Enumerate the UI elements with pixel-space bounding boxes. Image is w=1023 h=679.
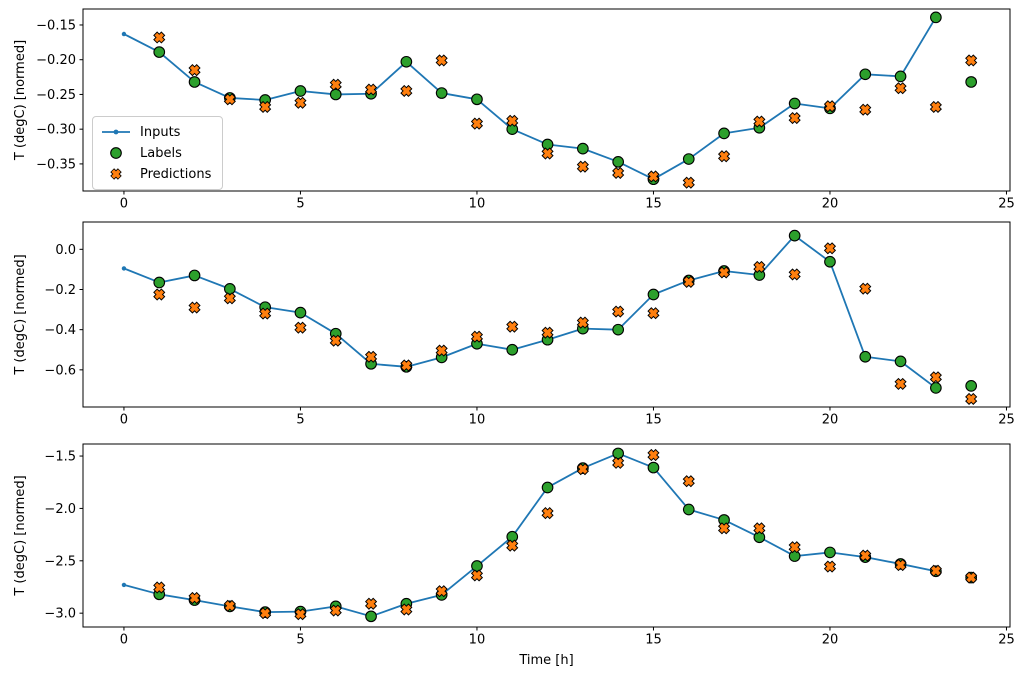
y-tick-label: −0.30 [36,123,76,138]
subplot-1: 0 5 10 15 20 25 −0.15 −0.20 −0.25 −0.30 −0.35 T (de… [13,8,1015,212]
labels-circle-swatch-icon [101,145,131,161]
x-tick-label: 5 [296,413,304,428]
series-labels [153,229,978,394]
y-tick-label: −0.25 [36,88,76,103]
subplot-3: 0 5 10 15 20 25 −1.5 −2.0 −2.5 −3.0 T (degC) [norm… [13,443,1015,648]
series-labels [153,447,978,623]
legend-label-inputs: Inputs [140,124,181,140]
legend-item-inputs: Inputs [101,122,211,142]
plot-frame [82,221,1011,408]
x-tick-label: 0 [120,633,128,648]
series-predictions [153,242,978,406]
inputs-line-swatch-icon [101,124,131,140]
x-tick-label: 10 [469,197,486,212]
series-predictions [153,448,978,621]
x-tick-label: 15 [645,197,662,212]
y-axis-label: T (degC) [normed] [13,254,28,375]
predictions-x-swatch-icon [101,166,131,182]
legend-label-labels: Labels [140,145,182,161]
y-tick-label: −2.0 [44,502,76,517]
legend-item-predictions: Predictions [101,164,211,184]
y-tick-label: −0.4 [44,323,76,338]
plot-frame [82,8,1011,192]
x-tick-label: 25 [998,413,1015,428]
x-tick-label: 5 [296,197,304,212]
legend-label-predictions: Predictions [140,166,212,182]
x-tick-label: 25 [998,633,1015,648]
axes-ticks: 0 5 10 15 20 25 −0.15 −0.20 −0.25 −0.30 −0.35 [36,18,1015,211]
subplot-2: 0 5 10 15 20 25 0.0 −0.2 −0.4 −0.6 T (degC) [norme… [13,221,1015,428]
series-labels [153,11,978,186]
y-tick-label: 0.0 [55,243,76,258]
x-tick-label: 5 [296,633,304,648]
series-predictions [153,31,978,189]
axes-ticks: 0 5 10 15 20 25 −1.5 −2.0 −2.5 −3.0 [44,450,1014,648]
plot-frame [82,443,1011,628]
x-axis-label: Time [h] [518,653,573,668]
x-tick-label: 15 [645,413,662,428]
y-tick-label: −0.20 [36,53,76,68]
x-tick-label: 0 [120,413,128,428]
y-tick-label: −1.5 [44,450,76,465]
x-tick-label: 10 [469,413,486,428]
series-inputs [121,451,939,619]
series-inputs [121,233,939,391]
y-axis-label: T (degC) [normed] [13,40,28,161]
legend-item-labels: Labels [101,143,211,163]
series-inputs [121,15,939,182]
y-axis-label: T (degC) [normed] [13,475,28,596]
y-tick-label: −2.5 [44,554,76,569]
axes-ticks: 0 5 10 15 20 25 0.0 −0.2 −0.4 −0.6 [44,243,1014,428]
y-tick-label: −0.2 [44,283,76,298]
legend: Inputs Labels Predictions [92,116,224,190]
x-tick-label: 10 [469,633,486,648]
x-tick-label: 15 [645,633,662,648]
x-tick-label: 20 [822,413,839,428]
x-tick-label: 20 [822,633,839,648]
y-tick-label: −0.35 [36,157,76,172]
x-tick-label: 0 [120,197,128,212]
y-tick-label: −0.15 [36,18,76,33]
x-tick-label: 25 [998,197,1015,212]
x-tick-label: 20 [822,197,839,212]
y-tick-label: −0.6 [44,363,76,378]
y-tick-label: −3.0 [44,607,76,622]
